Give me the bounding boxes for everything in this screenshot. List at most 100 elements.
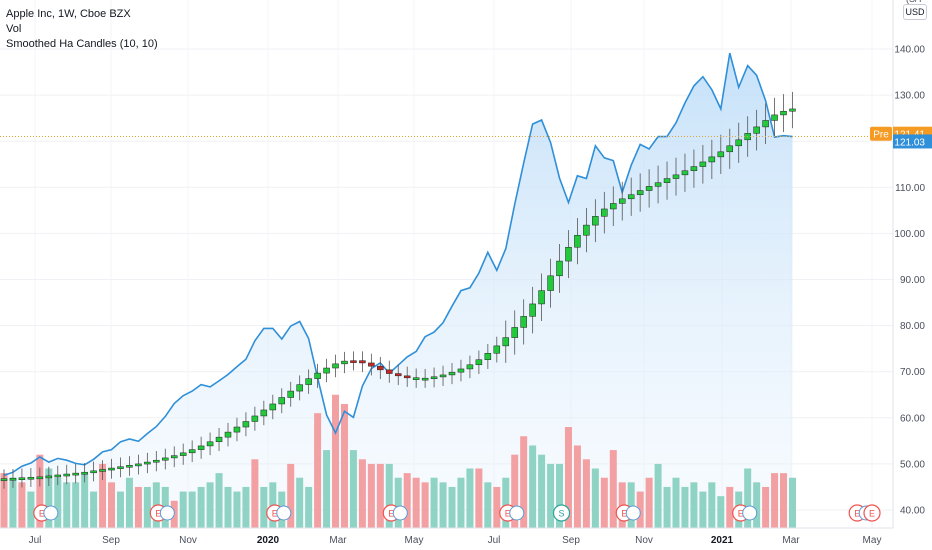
volume-bars	[0, 394, 796, 528]
dividend-circle	[625, 505, 641, 521]
ha-candle	[242, 421, 250, 428]
ha-candle	[789, 108, 796, 112]
ha-candle	[681, 170, 689, 176]
volume-bar	[564, 427, 572, 528]
ha-candle	[197, 445, 205, 450]
ha-candle	[305, 378, 312, 385]
price-axis-background[interactable]	[893, 0, 932, 550]
ha-candle	[618, 198, 626, 204]
ha-candle	[726, 145, 734, 153]
volume-bar	[188, 491, 196, 528]
volume-bar	[349, 450, 357, 528]
volume-bar	[627, 482, 635, 528]
ha-candle	[287, 390, 294, 398]
ha-candle	[377, 365, 384, 371]
ha-candle	[762, 120, 769, 128]
y-tick-label: 100.00	[894, 229, 925, 240]
volume-bar	[529, 445, 537, 528]
volume-bar	[681, 486, 689, 528]
earnings-marker[interactable]: E	[499, 504, 525, 522]
volume-bar	[573, 445, 581, 528]
ha-candle	[708, 156, 716, 163]
ha-candle	[27, 477, 35, 480]
ha-candle	[251, 415, 259, 422]
volume-bar	[556, 463, 564, 528]
ha-candle	[144, 461, 151, 465]
currency-unit-button[interactable]: USD	[903, 4, 927, 20]
volume-bar	[672, 477, 680, 528]
ha-candle	[565, 246, 572, 262]
volume-bar	[81, 473, 89, 528]
volume-bar	[99, 463, 107, 528]
earnings-marker[interactable]: E	[33, 504, 59, 522]
ha-candle	[368, 362, 375, 367]
ha-candle	[81, 471, 88, 475]
y-tick-label: 90.00	[900, 275, 925, 286]
dividend-circle	[509, 505, 525, 521]
ha-candle	[663, 178, 671, 183]
volume-bar	[403, 473, 411, 528]
legend-volume[interactable]: Vol	[6, 23, 22, 35]
volume-bar	[90, 491, 98, 528]
y-tick-label: 110.00	[895, 183, 925, 194]
earnings-marker[interactable]: E	[149, 504, 175, 522]
volume-bar	[511, 454, 519, 528]
volume-bar	[36, 454, 44, 528]
ha-candle	[484, 353, 492, 360]
ha-candle	[699, 161, 707, 167]
ha-candle	[645, 186, 653, 191]
volume-bar	[753, 482, 761, 528]
volume-bar	[143, 486, 151, 528]
ha-candle	[179, 452, 187, 456]
x-tick-label: 2020	[257, 535, 280, 546]
volume-bar	[475, 468, 483, 528]
x-tick-label: May	[863, 535, 882, 546]
future-earnings-marker[interactable]: E	[863, 504, 881, 522]
x-tick-label: Nov	[179, 535, 197, 546]
ha-candle	[162, 457, 169, 461]
ha-candle	[0, 478, 8, 481]
ha-candle	[672, 174, 680, 179]
legend-indicator[interactable]: Smoothed Ha Candles (10, 10)	[6, 38, 158, 50]
ha-candle	[153, 459, 160, 463]
ha-candle	[493, 345, 501, 354]
earnings-marker[interactable]: E	[615, 504, 641, 522]
earnings-marker[interactable]: E	[266, 504, 292, 522]
volume-bar	[654, 463, 662, 528]
volume-bar	[690, 482, 698, 528]
ha-candle	[350, 360, 357, 363]
volume-bar	[538, 454, 546, 528]
volume-bar	[591, 468, 599, 528]
volume-bar	[717, 496, 725, 528]
volume-bar	[520, 436, 528, 528]
volume-bar	[242, 486, 250, 528]
earnings-marker[interactable]: E	[732, 504, 758, 522]
ha-candle	[547, 275, 554, 291]
price-area	[4, 53, 793, 528]
volume-bar	[125, 477, 133, 528]
volume-bar	[72, 482, 80, 528]
dividend-circle	[276, 505, 292, 521]
x-tick-label: Sep	[562, 535, 580, 546]
volume-bar	[63, 482, 71, 528]
volume-bar	[448, 486, 456, 528]
y-tick-label: 130.00	[894, 91, 925, 102]
volume-bar	[18, 482, 26, 528]
dividend-circle	[159, 505, 175, 521]
pre-tag-label: Pre	[873, 130, 889, 141]
ha-candle	[394, 373, 402, 377]
legend-symbol[interactable]: Apple Inc, 1W, Cboe BZX	[6, 8, 131, 20]
volume-bar	[762, 486, 770, 528]
x-tick-label: May	[405, 535, 424, 546]
volume-bar	[314, 413, 322, 528]
volume-bar	[45, 468, 53, 528]
event-label: E	[388, 509, 394, 519]
pre-tag-box	[870, 126, 892, 141]
split-marker[interactable]: S	[552, 504, 571, 522]
earnings-marker[interactable]: E	[382, 504, 408, 522]
x-tick-label: Mar	[782, 535, 800, 546]
volume-bar	[439, 482, 447, 528]
